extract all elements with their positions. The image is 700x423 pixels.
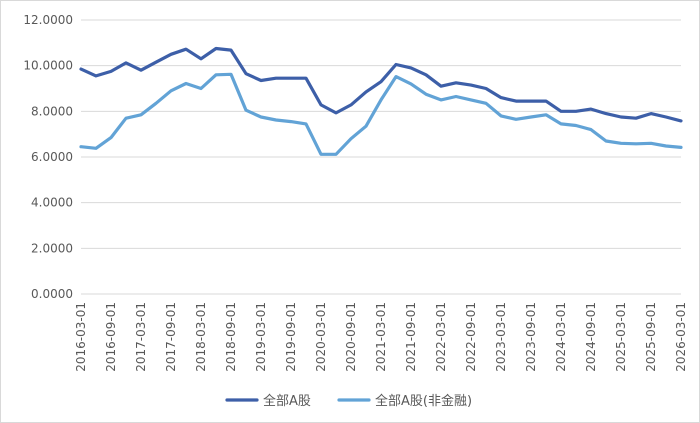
x-tick-label: 2025-03-01	[614, 302, 628, 372]
x-tick-label: 2016-09-01	[104, 302, 118, 372]
x-tick-label: 2019-09-01	[284, 302, 298, 372]
x-tick-label: 2022-09-01	[464, 302, 478, 372]
y-tick-label: 10.0000	[23, 59, 73, 73]
legend: 全部A股 全部A股(非金融)	[225, 393, 472, 409]
x-tick-label: 2022-03-01	[434, 302, 448, 372]
x-tick-label: 2017-03-01	[134, 302, 148, 372]
series-lines	[79, 46, 683, 156]
legend-label: 全部A股	[263, 393, 311, 409]
x-tick-label: 2016-03-01	[74, 302, 88, 372]
y-tick-label: 4.0000	[31, 196, 73, 210]
x-tick-label: 2017-09-01	[164, 302, 178, 372]
y-tick-label: 12.0000	[23, 13, 73, 27]
y-axis: 0.0000 2.0000 4.0000 6.0000 8.0000 10.0000 12.…	[23, 13, 73, 301]
x-tick-label: 2019-03-01	[254, 302, 268, 372]
y-tick-label: 2.0000	[31, 241, 73, 255]
x-tick-label: 2024-03-01	[554, 302, 568, 372]
y-tick-label: 8.0000	[31, 104, 73, 118]
x-tick-label: 2018-03-01	[194, 302, 208, 372]
x-tick-label: 2023-09-01	[524, 302, 538, 372]
x-tick-label: 2020-09-01	[344, 302, 358, 372]
x-tick-label: 2026-03-01	[674, 302, 688, 372]
x-tick-label: 2021-09-01	[404, 302, 418, 372]
x-axis: 2016-03-01 2016-09-01 2017-03-01 2017-09-01…	[74, 302, 688, 372]
x-tick-label: 2021-03-01	[374, 302, 388, 372]
y-tick-label: 0.0000	[31, 287, 73, 301]
series-line-2	[79, 72, 683, 156]
gridlines	[81, 19, 681, 295]
x-tick-label: 2024-09-01	[584, 302, 598, 372]
x-tick-label: 2025-09-01	[644, 302, 658, 372]
y-tick-label: 6.0000	[31, 150, 73, 164]
series-line-1	[79, 46, 683, 123]
x-tick-label: 2023-03-01	[494, 302, 508, 372]
x-tick-label: 2018-09-01	[224, 302, 238, 372]
legend-label: 全部A股(非金融)	[375, 393, 472, 409]
x-tick-label: 2020-03-01	[314, 302, 328, 372]
